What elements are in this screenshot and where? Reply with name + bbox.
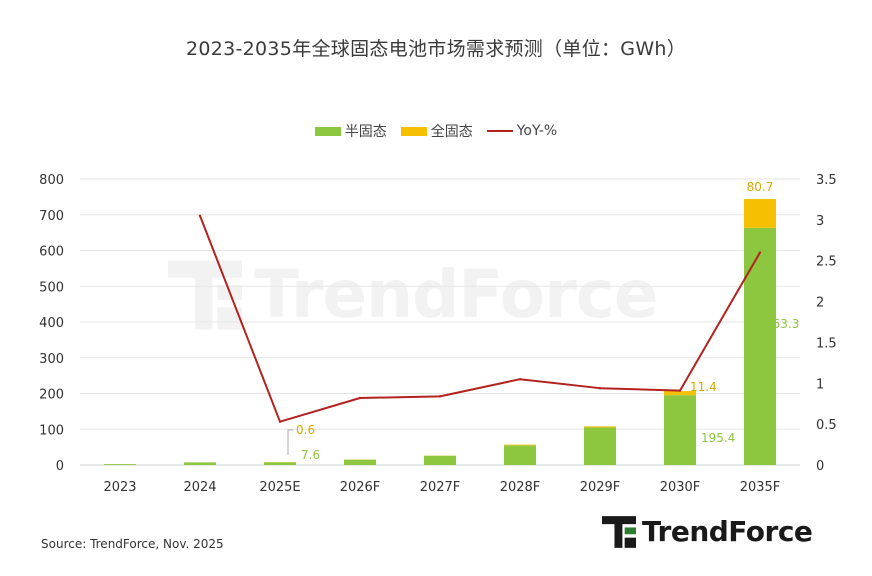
bar-semi-solid <box>104 464 136 465</box>
y-right-tick-label: 1 <box>816 377 824 392</box>
yoy-point <box>198 214 202 217</box>
bar-all-solid <box>744 199 776 228</box>
x-tick-label: 2027F <box>420 480 461 495</box>
yoy-point <box>758 251 762 254</box>
yoy-point <box>278 420 282 423</box>
legend-item-semi-solid: 半固态 <box>314 121 387 141</box>
bar-semi-solid <box>344 459 376 465</box>
data-label-all-solid: 80.7 <box>747 180 774 194</box>
data-label-semi-solid: 7.6 <box>301 448 320 462</box>
legend-item-yoy: YoY-% <box>486 123 558 139</box>
x-tick-label: 2023 <box>103 480 136 495</box>
x-tick-label: 2025E <box>259 480 300 495</box>
bar-semi-solid <box>184 462 216 465</box>
bar-semi-solid <box>584 427 616 465</box>
y-right-tick-label: 0 <box>816 459 824 474</box>
x-tick-label: 2026F <box>340 480 381 495</box>
x-tick-label: 2035F <box>740 480 781 495</box>
x-tick-label: 2028F <box>500 480 541 495</box>
bar-semi-solid <box>744 227 776 465</box>
yoy-point <box>598 386 602 390</box>
bar-all-solid <box>504 444 536 446</box>
y-right-tick-label: 3.5 <box>816 173 837 188</box>
data-label-semi-solid: 195.4 <box>701 431 735 445</box>
bar-semi-solid <box>264 462 296 465</box>
y-left-tick-label: 600 <box>39 245 64 260</box>
legend-swatch-semi-solid <box>314 126 341 136</box>
chart-title: 2023-2035年全球固态电池市场需求预测（单位：GWh） <box>185 38 687 60</box>
y-right-tick-label: 3 <box>816 214 824 229</box>
bar-semi-solid <box>664 395 696 465</box>
y-left-tick-label: 100 <box>39 423 64 438</box>
data-label-all-solid: 11.4 <box>690 380 717 394</box>
bar-semi-solid <box>424 455 456 465</box>
yoy-point <box>358 396 362 400</box>
yoy-line <box>199 215 761 423</box>
y-left-tick-label: 500 <box>39 280 64 295</box>
y-left-tick-label: 0 <box>56 459 64 474</box>
data-label-all-solid: 0.6 <box>296 423 315 437</box>
yoy-point <box>678 389 682 392</box>
brand-logo: TrendForce <box>602 515 813 548</box>
y-left-tick-label: 700 <box>39 209 64 224</box>
bar-all-solid <box>664 391 696 396</box>
legend-item-all-solid: 全固态 <box>400 121 473 141</box>
bar-semi-solid <box>504 445 536 465</box>
legend: 半固态 全固态 YoY-% <box>0 121 872 141</box>
data-label-semi-solid: 663.3 <box>765 317 799 331</box>
y-right-tick-label: 2.5 <box>816 255 837 270</box>
bar-all-solid <box>584 426 616 428</box>
y-left-tick-label: 400 <box>39 316 64 331</box>
x-tick-label: 2024 <box>183 480 216 495</box>
legend-label-all-solid: 全固态 <box>430 124 473 140</box>
source-note: Source: TrendForce, Nov. 2025 <box>41 537 224 551</box>
y-left-tick-label: 200 <box>39 388 64 403</box>
x-tick-label: 2030F <box>660 480 701 495</box>
y-right-tick-label: 0.5 <box>816 418 837 433</box>
legend-swatch-all-solid <box>400 126 427 136</box>
y-right-tick-label: 1.5 <box>816 336 837 351</box>
yoy-point <box>438 395 442 398</box>
brand-mark-icon <box>602 515 636 548</box>
yoy-point <box>518 378 522 381</box>
legend-label-semi-solid: 半固态 <box>344 124 387 140</box>
legend-swatch-yoy <box>486 130 513 132</box>
legend-label-yoy: YoY-% <box>516 123 558 139</box>
y-left-tick-label: 300 <box>39 352 64 367</box>
leader-line <box>287 429 293 455</box>
brand-name: TrendForce <box>642 515 813 548</box>
y-right-tick-label: 2 <box>816 296 824 311</box>
x-tick-label: 2029F <box>580 480 621 495</box>
y-left-tick-label: 800 <box>39 173 64 188</box>
